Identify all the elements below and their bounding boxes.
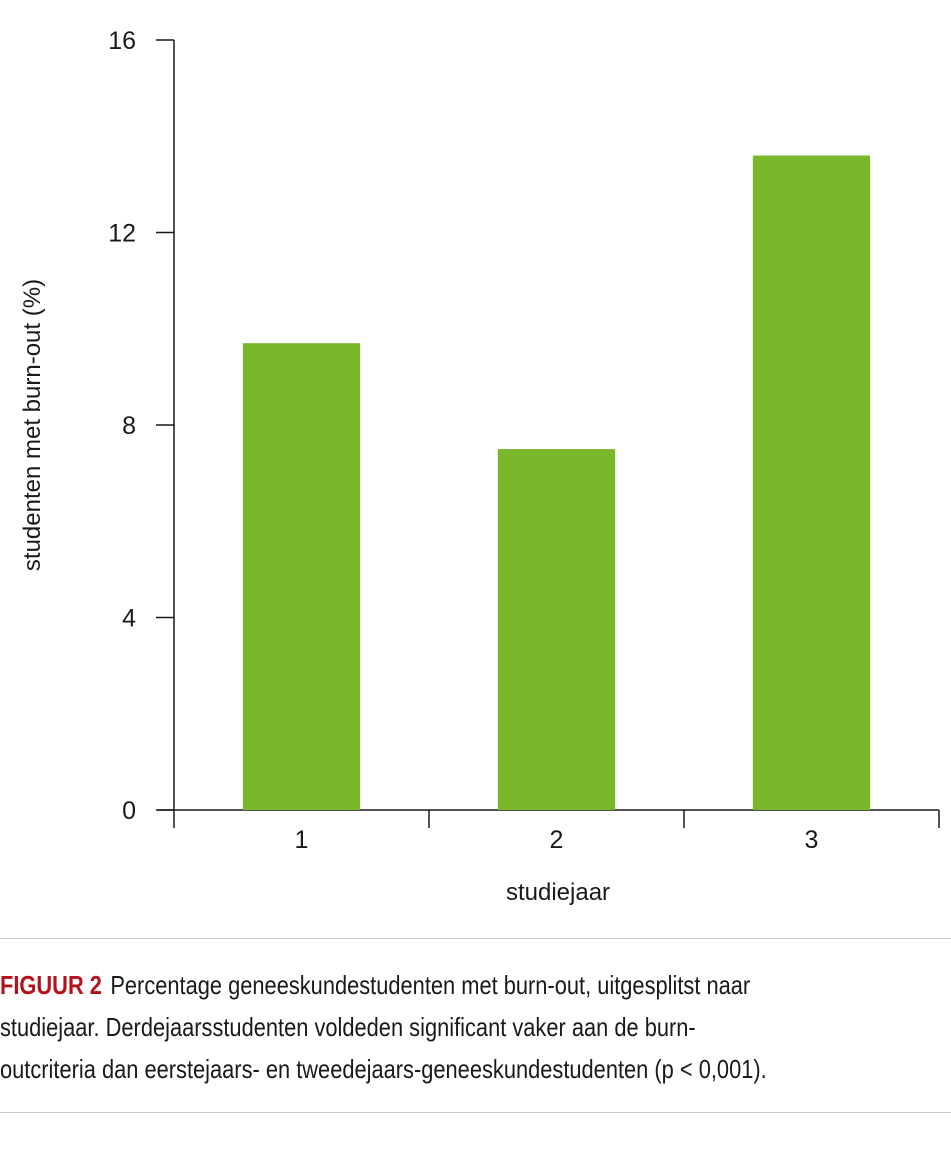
y-axis-label: studenten met burn-out (%) [19, 279, 46, 571]
caption-line-2: studiejaar. Derdejaarsstudenten voldeden… [0, 1012, 696, 1042]
y-tick-label: 4 [122, 605, 136, 633]
caption-text-1: Percentage geneeskundestudenten met burn… [110, 970, 751, 1000]
figure-label: FIGUUR 2 [0, 970, 102, 1000]
y-tick-label: 12 [108, 220, 136, 248]
y-tick-label: 0 [122, 797, 136, 825]
x-tick-label: 3 [805, 826, 819, 854]
figure-caption: FIGUUR 2 Percentage geneeskundestudenten … [0, 964, 949, 1090]
caption-top-rule [0, 938, 951, 939]
bar-studiejaar-1 [242, 343, 361, 810]
y-tick-label: 16 [108, 27, 136, 55]
x-axis: 1 2 3 [158, 809, 940, 854]
bar-studiejaar-3 [752, 155, 871, 810]
bar-studiejaar-2 [497, 449, 616, 810]
caption-line-1: FIGUUR 2 Percentage geneeskundestudenten … [0, 964, 949, 1006]
x-tick-label: 2 [550, 826, 564, 854]
x-axis-label: studiejaar [506, 879, 610, 906]
caption-bottom-rule [0, 1112, 951, 1113]
x-tick-label: 1 [295, 826, 309, 854]
bars [242, 155, 871, 810]
y-axis: 0 4 8 12 16 [108, 27, 175, 825]
y-tick-label: 8 [122, 412, 136, 440]
caption-line-3: outcriteria dan eerstejaars- en tweedeja… [0, 1054, 767, 1084]
